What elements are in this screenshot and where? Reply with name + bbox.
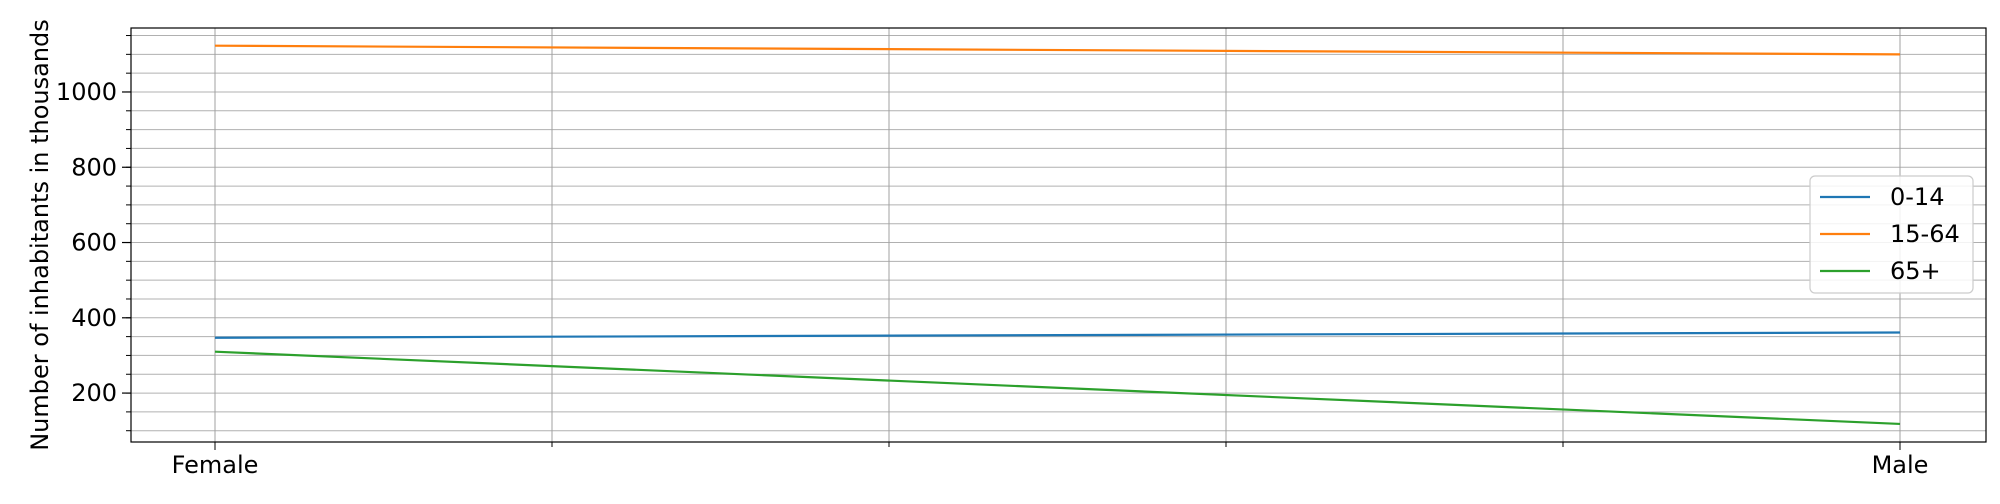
x-tick-label: Male [1872, 451, 1929, 479]
grid-layer [131, 28, 1986, 442]
legend-label: 0-14 [1890, 183, 1944, 211]
y-axis-label: Number of inhabitants in thousands [26, 19, 54, 451]
plot-frame [130, 27, 1987, 443]
x-tick-label: Female [172, 451, 259, 479]
series-line-15-64 [214, 44, 1901, 56]
y-tick-label: 1000 [56, 78, 117, 106]
y-tick-label: 600 [71, 229, 117, 257]
series-layer [214, 44, 1901, 426]
legend-box [1809, 175, 1974, 294]
series-line-65+ [214, 350, 1901, 426]
legend-label: 65+ [1890, 257, 1941, 285]
legend: 0-14 15-64 65+ [1809, 175, 1974, 294]
ticks-layer: 200 400 600 800 1000 Female Male [56, 35, 1929, 479]
y-tick-label: 200 [71, 379, 117, 407]
y-tick-label: 800 [71, 153, 117, 181]
legend-label: 15-64 [1890, 220, 1960, 248]
series-line-0-14 [214, 331, 1901, 339]
y-tick-label: 400 [71, 304, 117, 332]
